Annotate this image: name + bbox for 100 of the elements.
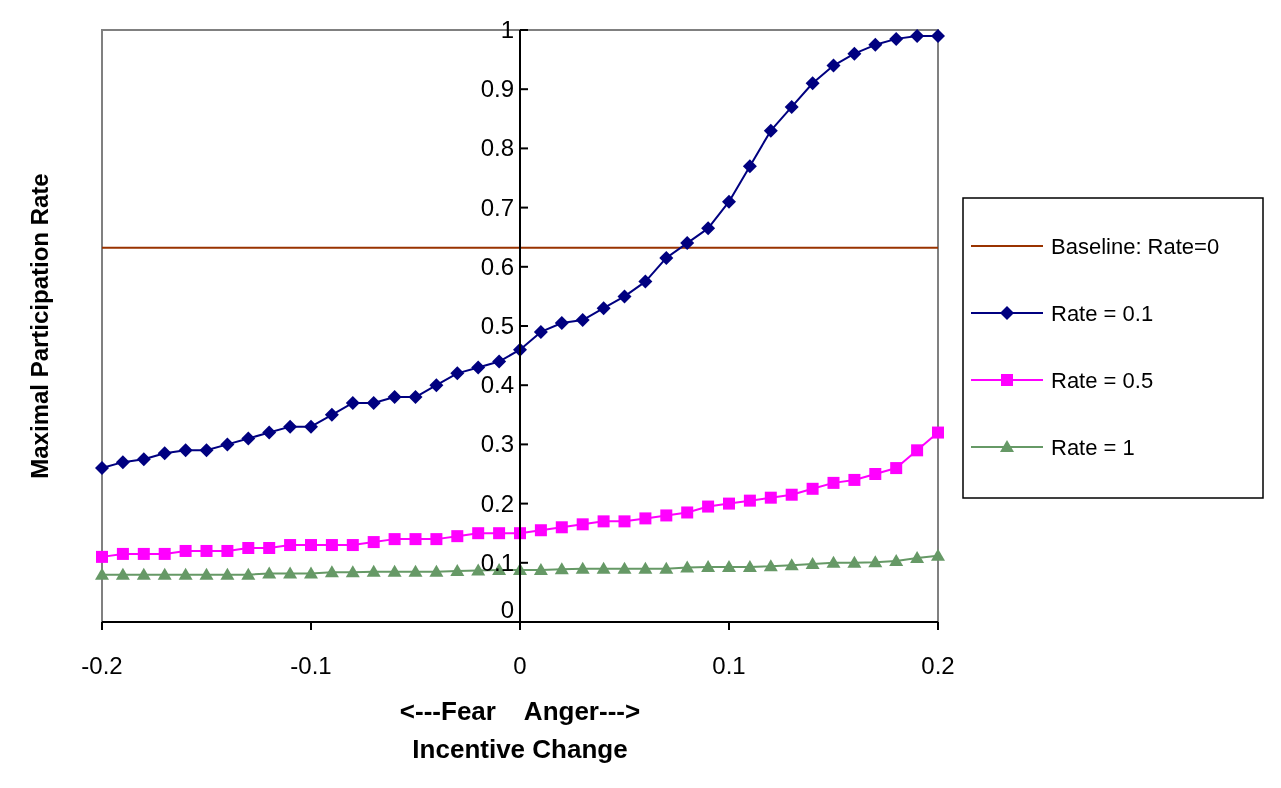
point [701, 559, 716, 572]
y-axis-title: Maximal Participation Rate [26, 173, 53, 479]
point [284, 539, 297, 552]
point [785, 488, 798, 501]
point [345, 565, 360, 578]
point [472, 527, 485, 540]
point [408, 564, 423, 577]
point [387, 564, 402, 577]
point [575, 561, 590, 574]
y-tick-label: 0.4 [480, 371, 514, 399]
point [889, 554, 904, 567]
point [96, 550, 108, 563]
point [743, 494, 756, 507]
y-tick-label: 0.7 [480, 193, 514, 221]
point [366, 395, 381, 410]
point [827, 476, 840, 489]
point [346, 539, 359, 552]
point [492, 354, 507, 369]
point [409, 533, 422, 546]
point [659, 561, 674, 574]
point [617, 561, 632, 574]
point [742, 159, 757, 174]
point [220, 437, 235, 452]
point [890, 462, 903, 475]
point [471, 360, 486, 375]
point [533, 324, 548, 339]
point [367, 536, 380, 549]
point [596, 301, 611, 316]
point [723, 497, 735, 510]
point [366, 564, 381, 577]
point [911, 444, 924, 457]
point [555, 521, 568, 534]
point [784, 99, 799, 114]
point [680, 560, 695, 573]
point [345, 395, 360, 410]
point [932, 426, 944, 439]
point [241, 567, 256, 580]
x-tick-label: 0.2 [921, 652, 955, 679]
point [200, 544, 213, 557]
point [701, 221, 716, 236]
point [95, 461, 109, 476]
point [137, 547, 150, 560]
point [722, 559, 736, 572]
point [388, 533, 401, 546]
point [493, 527, 506, 540]
point [136, 567, 151, 580]
point [848, 473, 861, 486]
point [554, 316, 569, 331]
point [576, 518, 589, 531]
point [826, 58, 841, 73]
point [430, 533, 443, 546]
point [596, 561, 611, 574]
point [199, 443, 214, 458]
x-tick-label: -0.2 [81, 652, 123, 679]
point [554, 562, 569, 575]
point [450, 366, 465, 381]
legend-label: Rate = 0.1 [1051, 301, 1154, 326]
point [764, 491, 777, 504]
point [263, 542, 276, 554]
legend-label: Rate = 0.5 [1051, 368, 1154, 393]
point [847, 555, 862, 568]
y-tick-label: 0.3 [480, 430, 514, 458]
point [784, 558, 799, 571]
point [325, 539, 338, 552]
y-tick-label: 0.9 [480, 75, 514, 103]
point [241, 431, 256, 446]
point [179, 544, 192, 557]
point [157, 567, 172, 580]
point [680, 236, 695, 251]
point [136, 452, 151, 467]
point [451, 530, 464, 543]
point [429, 378, 444, 393]
point [847, 46, 862, 61]
point [617, 289, 632, 304]
point [304, 566, 318, 579]
legend-label: Rate = 1 [1051, 435, 1135, 460]
point [868, 555, 883, 568]
point [805, 556, 820, 569]
point [763, 559, 778, 572]
point [157, 446, 172, 461]
x-tick-label: -0.1 [290, 652, 332, 679]
point [116, 547, 129, 560]
point [115, 455, 130, 470]
point [95, 567, 109, 580]
point [387, 390, 402, 405]
point [910, 28, 925, 43]
point [283, 419, 298, 434]
point [262, 425, 277, 440]
point [910, 551, 925, 564]
point [575, 313, 590, 328]
point [324, 407, 339, 422]
point [763, 123, 778, 138]
point [806, 482, 819, 495]
y-tick-label: 0.1 [480, 548, 514, 576]
point [931, 548, 945, 561]
point [659, 250, 674, 265]
legend-label: Baseline: Rate=0 [1051, 234, 1220, 259]
y-tick-label: 0.2 [480, 489, 514, 517]
point [429, 564, 444, 577]
point [199, 567, 214, 580]
